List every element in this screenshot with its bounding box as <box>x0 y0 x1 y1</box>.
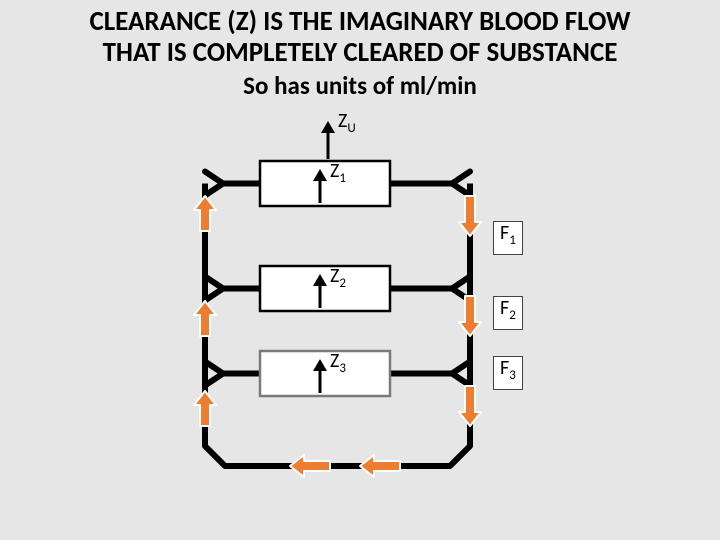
label-z1: Z1 <box>330 159 346 186</box>
label-z2: Z2 <box>330 264 346 291</box>
title-line-1: CLEARANCE (Z) IS THE IMAGINARY BLOOD FLO… <box>0 6 720 37</box>
label-f3: F3 <box>493 356 523 390</box>
title-line-2: THAT IS COMPLETELY CLEARED OF SUBSTANCE <box>0 37 720 68</box>
subtitle: So has units of ml/min <box>0 70 720 101</box>
label-zu: ZU <box>338 109 356 136</box>
diagram-svg <box>0 101 720 531</box>
diagram-canvas: ZU Z1 Z2 Z3 F1 F2 F3 <box>0 101 720 531</box>
label-z3: Z3 <box>330 349 346 376</box>
label-f1: F1 <box>493 221 523 255</box>
label-f2: F2 <box>493 296 523 330</box>
